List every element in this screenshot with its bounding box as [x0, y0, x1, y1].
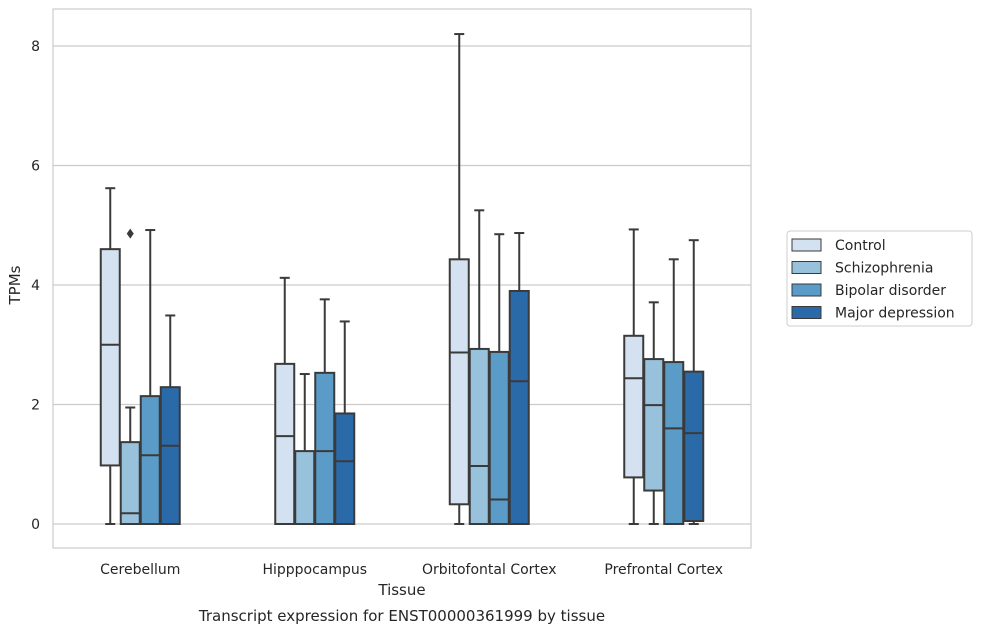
legend-swatch-schizophrenia [791, 261, 822, 274]
box-schizophrenia-0 [119, 228, 141, 525]
box-major-depression-2 [508, 232, 530, 525]
legend-label-bipolar-disorder: Bipolar disorder [835, 283, 946, 299]
box-series [99, 33, 705, 526]
box-major-depression-1 [334, 320, 356, 525]
box-iqr [314, 371, 336, 525]
box-iqr [508, 289, 530, 525]
box-iqr [643, 358, 665, 492]
box-bipolar-disorder-0 [139, 229, 161, 526]
box-bipolar-disorder-2 [488, 233, 510, 526]
x-tick-label: Cerebellum [100, 562, 180, 578]
legend-label-schizophrenia: Schizophrenia [835, 261, 933, 277]
box-iqr [159, 386, 181, 525]
y-tick-label-6: 6 [31, 159, 40, 175]
box-major-depression-0 [159, 314, 181, 525]
box-major-depression-3 [683, 239, 705, 525]
x-tick-label: Prefrontal Cortex [604, 562, 723, 578]
box-bipolar-disorder-3 [663, 258, 685, 526]
box-schizophrenia-3 [643, 301, 665, 525]
box-control-2 [448, 33, 470, 525]
y-tick-label-2: 2 [31, 398, 40, 414]
x-tick-label: Orbitofontal Cortex [422, 562, 557, 578]
x-tick-label: Hipppocampus [262, 562, 367, 578]
plot-frame [52, 8, 752, 549]
legend-label-control: Control [835, 238, 886, 254]
chart-caption: Transcript expression for ENST0000036199… [198, 607, 605, 625]
box-iqr [683, 370, 705, 523]
y-tick-label-4: 4 [31, 278, 40, 294]
box-control-0 [99, 187, 121, 525]
legend: Control Schizophrenia Bipolar disorder Majo… [786, 230, 973, 327]
box-iqr [448, 258, 470, 506]
legend-label-major-depression: Major depression [835, 306, 955, 322]
box-schizophrenia-1 [294, 373, 316, 526]
box-iqr [99, 248, 121, 467]
outlier-point [126, 228, 134, 239]
legend-swatch-control [791, 238, 822, 252]
box-control-3 [623, 228, 645, 525]
box-iqr [139, 395, 161, 526]
box-iqr [663, 361, 685, 526]
y-axis-ticks: 0 2 4 6 8 [31, 39, 40, 533]
x-axis-label: Tissue [377, 581, 425, 599]
box-iqr [274, 362, 296, 525]
y-axis-label: TPMs [6, 265, 24, 305]
box-iqr [488, 350, 510, 526]
box-control-1 [274, 276, 296, 525]
box-bipolar-disorder-1 [314, 298, 336, 525]
legend-frame [786, 230, 973, 327]
legend-swatch-bipolar-disorder [791, 283, 822, 297]
box-iqr [334, 412, 356, 525]
y-tick-label-0: 0 [31, 517, 40, 533]
box-iqr [294, 450, 316, 526]
box-iqr [119, 441, 141, 525]
box-iqr [468, 347, 490, 525]
box-schizophrenia-2 [468, 209, 490, 525]
y-tick-label-8: 8 [31, 39, 40, 55]
legend-swatch-major-depression [791, 306, 822, 319]
x-axis-ticks: Cerebellum Hipppocampus Orbitofontal Corte… [100, 562, 723, 578]
box-iqr [623, 334, 645, 479]
